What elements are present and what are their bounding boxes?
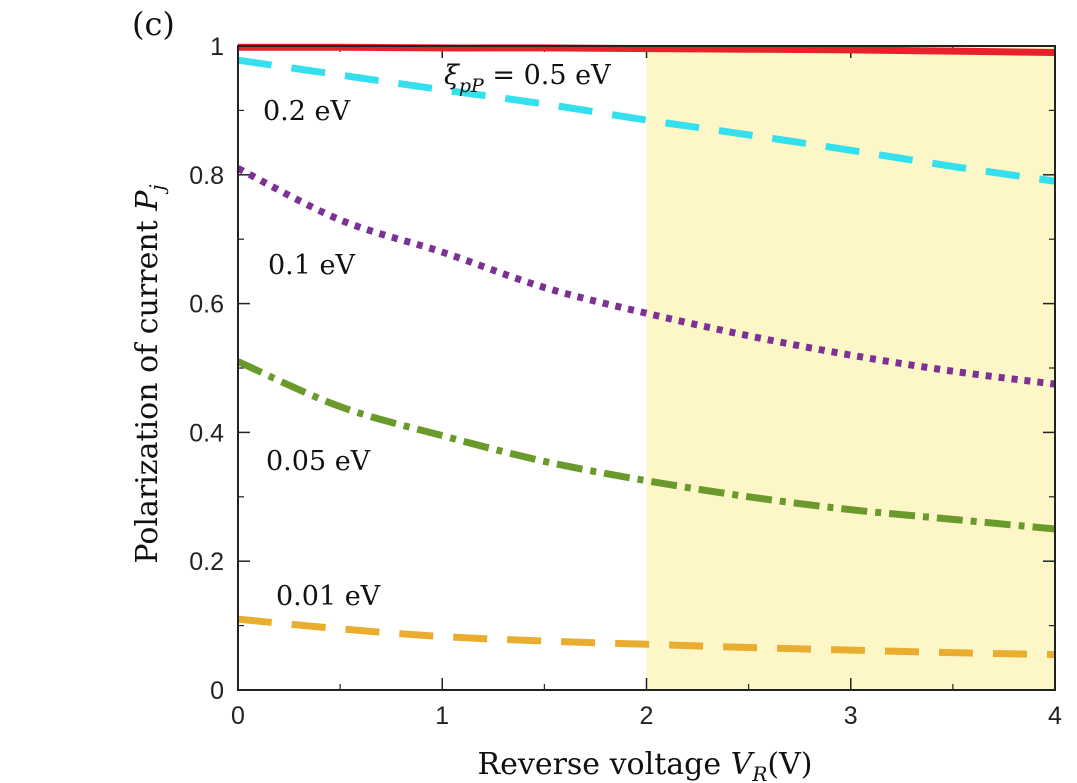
series-label-0.2ev: 0.2 eV xyxy=(263,96,351,127)
plot-frame xyxy=(237,45,1056,691)
x-tick-label: 4 xyxy=(1048,702,1062,730)
y-tick-label: 0.8 xyxy=(189,162,224,190)
x-tick-label: 0 xyxy=(231,702,245,730)
series-label-0.5ev: ξpP = 0.5 eV xyxy=(444,60,611,97)
y-tick-label: 0.2 xyxy=(189,548,224,576)
panel-label: (c) xyxy=(132,5,175,43)
series-line-4 xyxy=(237,615,1056,659)
y-tick-label: 0.4 xyxy=(189,419,224,447)
series-label-0.01ev: 0.01 eV xyxy=(276,581,381,612)
y-tick-label: 0.6 xyxy=(189,291,224,319)
y-tick-label: 1 xyxy=(210,33,224,61)
x-tick-label: 2 xyxy=(640,702,654,730)
series-line-2 xyxy=(236,165,1056,388)
series-line-3 xyxy=(236,358,1056,533)
series-lines xyxy=(236,43,1056,659)
x-tick-label: 1 xyxy=(435,702,449,730)
y-tick-label: 0 xyxy=(210,677,224,705)
series-line-0 xyxy=(237,43,1056,56)
series-label-0.1ev: 0.1 eV xyxy=(268,250,356,281)
x-tick-label: 3 xyxy=(844,702,858,730)
tick-labels: 0 1 2 3 4 0 0.2 0.4 0.6 0.8 1 xyxy=(189,33,1062,730)
series-label-0.05ev: 0.05 eV xyxy=(266,446,371,477)
series-line-1 xyxy=(237,56,1056,185)
x-axis-title: Reverse voltage VR(V) xyxy=(478,747,813,783)
y-axis-title: Polarization of current Pj xyxy=(130,184,169,563)
shaded-region xyxy=(646,46,1055,690)
